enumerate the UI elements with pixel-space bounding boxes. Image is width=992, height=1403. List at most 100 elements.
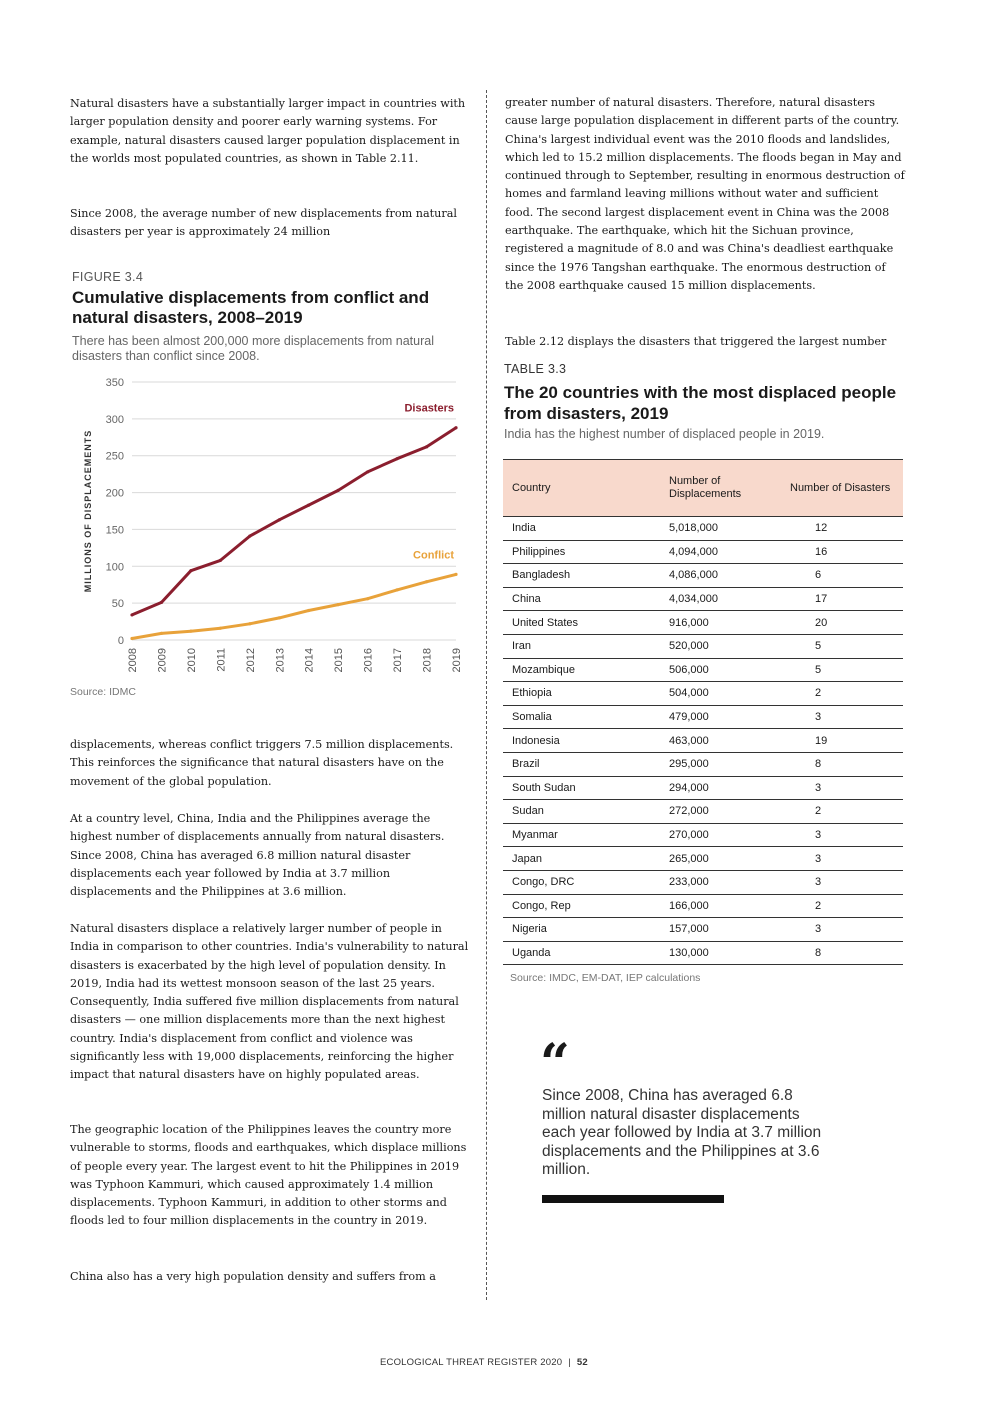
data-point-disasters [130, 613, 134, 617]
table-row: Uganda 130,000 8 [503, 941, 903, 966]
body-paragraph: greater number of natural disasters. The… [505, 96, 905, 292]
y-tick-label: 100 [106, 561, 124, 573]
cell-displacements: 506,000 [660, 658, 781, 683]
body-paragraph: Natural disasters have a substantially l… [70, 97, 466, 165]
x-tick-label: 2019 [451, 648, 463, 672]
cell-displacements: 166,000 [660, 894, 781, 919]
data-point-conflict [424, 580, 429, 584]
cell-country: Sudan [503, 799, 660, 824]
x-tick-label: 2010 [186, 648, 198, 672]
table-row: India 5,018,000 12 [503, 516, 903, 541]
data-point-conflict [366, 597, 370, 601]
series-label-conflict: Conflict [413, 549, 454, 561]
table-row: Iran 520,000 5 [503, 634, 903, 659]
cell-disasters: 20 [781, 610, 903, 635]
cell-country: China [503, 587, 660, 612]
page-number: 52 [576, 1357, 588, 1368]
cell-displacements: 295,000 [660, 752, 781, 777]
cell-country: Congo, DRC [503, 870, 660, 895]
x-tick-label: 2015 [333, 648, 345, 672]
y-tick-label: 0 [118, 635, 124, 647]
x-tick-label: 2016 [363, 648, 375, 672]
table-row: Congo, DRC 233,000 3 [503, 870, 903, 895]
body-paragraph: Table 2.12 displays the disasters that t… [505, 335, 887, 348]
cell-disasters: 12 [781, 516, 903, 541]
cell-displacements: 157,000 [660, 917, 781, 942]
cell-displacements: 130,000 [660, 941, 781, 966]
data-point-disasters [277, 518, 281, 522]
cell-displacements: 294,000 [660, 776, 781, 801]
table-row: Somalia 479,000 3 [503, 705, 903, 730]
figure-source: Source: IDMC [70, 686, 136, 698]
cell-disasters: 2 [781, 681, 903, 706]
cell-country: Congo, Rep [503, 894, 660, 919]
table-row: Philippines 4,094,000 16 [503, 540, 903, 565]
table-source: Source: IMDC, EM-DAT, IEP calculations [510, 972, 701, 984]
body-paragraph: displacements, whereas conflict triggers… [70, 738, 454, 788]
table-label: TABLE 3.3 [504, 362, 567, 376]
cell-country: South Sudan [503, 776, 660, 801]
cell-displacements: 4,094,000 [660, 540, 781, 565]
body-paragraph: Natural disasters displace a relatively … [70, 922, 469, 1082]
cell-disasters: 3 [781, 870, 903, 895]
cell-displacements: 5,018,000 [660, 516, 781, 541]
table-row: Bangladesh 4,086,000 6 [503, 563, 903, 588]
column-divider [486, 90, 487, 1300]
data-point-conflict [189, 629, 193, 633]
cell-disasters: 3 [781, 846, 903, 871]
cell-disasters: 6 [781, 563, 903, 588]
cell-disasters: 5 [781, 658, 903, 683]
y-tick-label: 200 [106, 488, 124, 500]
table-row: Mozambique 506,000 5 [503, 658, 903, 683]
data-point-conflict [277, 616, 281, 620]
table-row: Brazil 295,000 8 [503, 752, 903, 777]
pullquote-text: Since 2008, China has averaged 6.8 milli… [542, 1087, 822, 1178]
column-header-disasters: Number of Disasters [781, 459, 903, 517]
table-row: Ethiopia 504,000 2 [503, 681, 903, 706]
y-tick-label: 250 [106, 451, 124, 463]
data-point-disasters [307, 503, 311, 507]
table-header-row: Country Number of Displacements Number o… [503, 459, 903, 517]
cell-country: Philippines [503, 540, 660, 565]
x-tick-label: 2012 [245, 648, 257, 672]
figure-title: Cumulative displacements from conflict a… [72, 288, 430, 327]
publication-title: ECOLOGICAL THREAT REGISTER 2020 [380, 1357, 563, 1368]
data-point-disasters [189, 569, 193, 573]
y-tick-label: 150 [106, 524, 124, 536]
table-row: Myanmar 270,000 3 [503, 823, 903, 848]
data-point-disasters [218, 558, 222, 562]
data-point-conflict [395, 588, 399, 592]
cell-displacements: 463,000 [660, 728, 781, 753]
table-row: Congo, Rep 166,000 2 [503, 894, 903, 919]
cell-displacements: 272,000 [660, 799, 781, 824]
cell-country: Mozambique [503, 658, 660, 683]
cell-disasters: 16 [781, 540, 903, 565]
x-tick-label: 2014 [304, 648, 316, 672]
cell-country: Brazil [503, 752, 660, 777]
data-point-disasters [336, 488, 340, 492]
body-paragraph: China also has a very high population de… [70, 1270, 436, 1283]
data-point-disasters [424, 445, 429, 449]
table-title: The 20 countries with the most displaced… [504, 383, 897, 423]
data-point-conflict [130, 636, 134, 641]
cell-disasters: 2 [781, 799, 903, 824]
cell-country: Ethiopia [503, 681, 660, 706]
y-tick-label: 50 [112, 598, 124, 610]
line-chart: 0 50 100 150 200 250 300 350 MILLIONS OF DISPLAC… [83, 377, 463, 672]
cell-displacements: 479,000 [660, 705, 781, 730]
cell-disasters: 17 [781, 587, 903, 612]
table-row: United States 916,000 20 [503, 610, 903, 635]
cell-country: United States [503, 610, 660, 635]
cell-disasters: 3 [781, 917, 903, 942]
series-line-conflict [131, 572, 457, 640]
body-paragraph: The geographic location of the Philippin… [70, 1123, 467, 1228]
cell-country: Japan [503, 846, 660, 871]
data-point-disasters [366, 470, 370, 474]
displacement-table: Country Number of Displacements Number o… [503, 459, 903, 966]
table-row: Sudan 272,000 2 [503, 799, 903, 824]
cell-disasters: 5 [781, 634, 903, 659]
data-point-disasters [395, 457, 399, 461]
x-tick-label: 2017 [392, 648, 404, 672]
table-row: Japan 265,000 3 [503, 846, 903, 871]
cell-country: Iran [503, 634, 660, 659]
